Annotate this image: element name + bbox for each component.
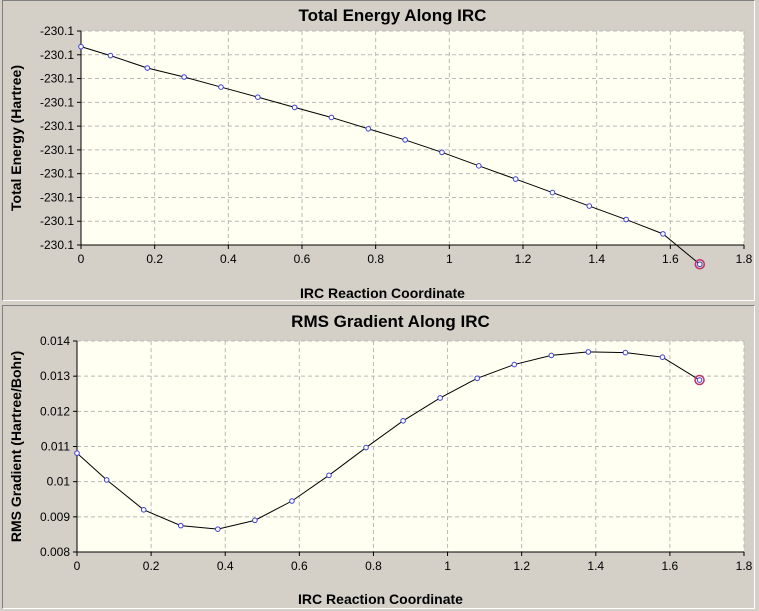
- rms-data-point: [696, 377, 703, 383]
- energy-data-point: [144, 65, 151, 71]
- energy-data-point: [78, 43, 84, 50]
- energy-y-tick-label: -230.1: [40, 190, 74, 204]
- energy-data-point: [476, 163, 482, 169]
- energy-y-tick-label: -230.1: [40, 24, 74, 38]
- rms-data-point: [659, 354, 666, 360]
- energy-data-point: [439, 149, 445, 156]
- rms-y-tick-label: 0.011: [41, 440, 70, 454]
- rms-x-tick-label: 1.4: [587, 559, 604, 573]
- energy-x-tick-label: 0.8: [367, 252, 384, 266]
- energy-plot-area: [81, 31, 744, 245]
- energy-y-tick-label: -230.1: [40, 167, 74, 181]
- energy-data-point: [512, 176, 519, 182]
- rms-x-tick-label: 0: [74, 559, 81, 573]
- energy-series-line: [80, 46, 701, 265]
- energy-data-point: [291, 104, 298, 111]
- energy-x-tick-label: 0.6: [294, 252, 311, 266]
- rms-data-point: [215, 526, 221, 532]
- rms-x-tick-label: 1.6: [662, 559, 679, 573]
- rms-chart-panel: RMS Gradient Along IRC 0.008 0.009 0.01 0.01…: [2, 305, 755, 609]
- rms-y-tick-label: 0.014: [40, 334, 70, 348]
- rms-y-tick-label: 0.01: [47, 475, 71, 489]
- rms-data-point: [548, 352, 555, 359]
- energy-chart-title: Total Energy Along IRC: [299, 6, 487, 25]
- energy-y-tick-label: -230.1: [40, 119, 74, 133]
- rms-data-point: [326, 472, 332, 479]
- rms-y-tick-label: 0.009: [40, 510, 70, 524]
- rms-chart-title: RMS Gradient Along IRC: [291, 312, 490, 331]
- energy-y-tick-label: -230.1: [40, 72, 74, 86]
- rms-data-point: [177, 522, 184, 529]
- rms-x-tick-label: 1: [444, 559, 451, 573]
- rms-y-tick-label: 0.013: [40, 369, 70, 383]
- energy-y-tick-label: -230.1: [40, 48, 74, 62]
- rms-x-tick-label: 0.4: [217, 559, 234, 573]
- rms-x-tick-label: 0.8: [365, 559, 382, 573]
- energy-chart-panel: Total Energy Along IRC -230.1 -230.1 -230.1…: [2, 0, 755, 301]
- energy-data-point: [181, 74, 187, 80]
- energy-data-point: [549, 189, 556, 196]
- rms-x-axis-label: IRC Reaction Coordinate: [298, 591, 463, 607]
- energy-x-tick-label: 0.2: [146, 252, 163, 266]
- energy-x-tick-label: 1: [446, 252, 453, 266]
- rms-data-point: [585, 349, 592, 355]
- energy-x-tick-label: 1.2: [515, 252, 532, 266]
- energy-chart: Total Energy Along IRC -230.1 -230.1 -230.1…: [8, 6, 753, 300]
- rms-data-point: [511, 361, 518, 368]
- energy-data-point: [697, 261, 703, 268]
- rms-data-point: [74, 450, 80, 456]
- energy-highlight-point: [694, 259, 706, 270]
- energy-x-tick-label: 1.4: [588, 252, 605, 266]
- energy-data-point: [660, 231, 666, 237]
- energy-y-axis-label: Total Energy (Hartree): [8, 65, 24, 211]
- rms-y-tick-label: 0.008: [40, 545, 70, 559]
- energy-data-point: [107, 52, 114, 59]
- rms-data-point: [622, 349, 629, 356]
- rms-chart: RMS Gradient Along IRC 0.008 0.009 0.01 0.01…: [8, 312, 753, 607]
- rms-x-tick-label: 0.2: [143, 559, 160, 573]
- rms-data-point: [474, 375, 481, 382]
- energy-y-tick-label: -230.1: [40, 95, 74, 109]
- rms-y-tick-label: 0.012: [40, 404, 70, 418]
- energy-x-tick-label: 0: [78, 252, 85, 266]
- energy-data-point: [365, 125, 372, 132]
- rms-y-axis-label: RMS Gradient (Hartree/Bohr): [8, 351, 24, 542]
- rms-series-line: [76, 351, 700, 530]
- rms-data-point: [363, 444, 369, 451]
- rms-data-point: [400, 418, 406, 424]
- energy-data-point: [218, 84, 224, 90]
- energy-y-tick-label: -230.1: [40, 238, 74, 252]
- energy-data-point: [402, 137, 408, 143]
- energy-data-point: [255, 94, 261, 100]
- rms-data-point: [103, 477, 110, 483]
- rms-x-tick-label: 1.2: [513, 559, 530, 573]
- rms-data-point: [437, 395, 443, 401]
- energy-y-tick-label: -230.1: [40, 214, 74, 228]
- energy-data-point: [623, 216, 629, 223]
- energy-data-point: [586, 203, 593, 209]
- energy-x-tick-label: 1.8: [736, 252, 753, 266]
- rms-x-tick-label: 0.6: [291, 559, 308, 573]
- rms-highlight-point: [694, 374, 705, 386]
- energy-y-tick-label: -230.1: [40, 143, 74, 157]
- rms-data-point: [289, 498, 295, 504]
- rms-data-point: [252, 517, 258, 524]
- energy-x-tick-label: 1.6: [662, 252, 679, 266]
- energy-data-point: [328, 114, 335, 121]
- rms-data-point: [140, 507, 147, 513]
- energy-x-tick-label: 0.4: [220, 252, 237, 266]
- rms-x-tick-label: 1.8: [736, 559, 753, 573]
- energy-x-axis-label: IRC Reaction Coordinate: [300, 285, 465, 300]
